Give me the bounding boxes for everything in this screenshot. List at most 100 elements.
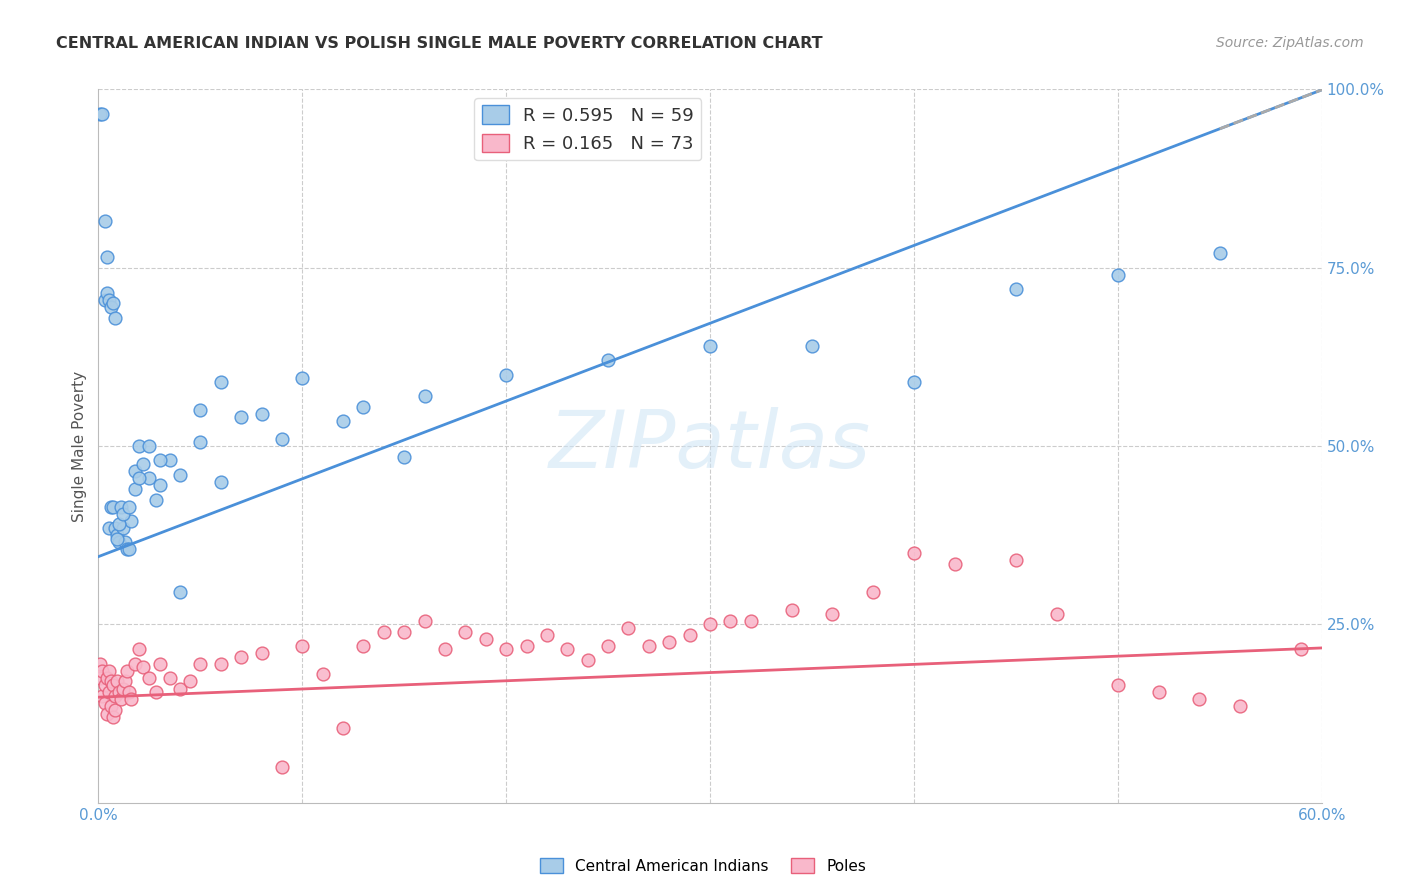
Point	[118, 500, 141, 514]
Point	[291, 371, 314, 385]
Point	[312, 667, 335, 681]
Point	[138, 471, 160, 485]
Point	[658, 635, 681, 649]
Point	[128, 471, 150, 485]
Point	[1209, 246, 1232, 260]
Point	[516, 639, 538, 653]
Point	[124, 657, 146, 671]
Point	[118, 542, 141, 557]
Point	[159, 671, 181, 685]
Point	[89, 657, 111, 671]
Point	[1107, 268, 1129, 282]
Point	[679, 628, 702, 642]
Point	[108, 517, 131, 532]
Point	[862, 585, 884, 599]
Point	[104, 703, 127, 717]
Y-axis label: Single Male Poverty: Single Male Poverty	[72, 370, 87, 522]
Point	[149, 478, 172, 492]
Point	[373, 624, 395, 639]
Point	[598, 639, 620, 653]
Point	[104, 689, 127, 703]
Point	[124, 464, 146, 478]
Point	[91, 664, 114, 678]
Point	[209, 375, 232, 389]
Point	[474, 632, 498, 646]
Point	[392, 450, 416, 464]
Point	[557, 642, 579, 657]
Point	[169, 585, 191, 599]
Point	[943, 557, 966, 571]
Point	[598, 353, 620, 368]
Point	[111, 507, 134, 521]
Point	[100, 300, 122, 314]
Point	[179, 674, 201, 689]
Point	[128, 439, 150, 453]
Point	[114, 674, 136, 689]
Point	[101, 296, 124, 310]
Point	[1004, 282, 1026, 296]
Point	[495, 642, 517, 657]
Point	[100, 674, 122, 689]
Point	[110, 500, 132, 514]
Point	[93, 214, 115, 228]
Point	[96, 671, 118, 685]
Point	[100, 699, 122, 714]
Point	[101, 678, 124, 692]
Point	[132, 660, 155, 674]
Point	[392, 624, 416, 639]
Point	[120, 514, 142, 528]
Point	[270, 432, 294, 446]
Point	[617, 621, 640, 635]
Point	[108, 535, 131, 549]
Point	[96, 250, 118, 264]
Point	[101, 500, 124, 514]
Point	[821, 607, 844, 621]
Point	[108, 685, 131, 699]
Point	[903, 546, 925, 560]
Point	[638, 639, 661, 653]
Point	[97, 521, 120, 535]
Point	[149, 453, 172, 467]
Point	[1291, 642, 1313, 657]
Legend: R = 0.595   N = 59, R = 0.165   N = 73: R = 0.595 N = 59, R = 0.165 N = 73	[474, 98, 702, 161]
Point	[100, 500, 122, 514]
Point	[159, 453, 181, 467]
Point	[250, 646, 273, 660]
Point	[105, 674, 128, 689]
Point	[291, 639, 314, 653]
Point	[413, 389, 436, 403]
Point	[495, 368, 517, 382]
Point	[250, 407, 273, 421]
Text: ZIPatlas: ZIPatlas	[548, 407, 872, 485]
Point	[128, 642, 150, 657]
Point	[270, 760, 294, 774]
Point	[780, 603, 803, 617]
Point	[120, 692, 142, 706]
Point	[145, 492, 167, 507]
Point	[111, 681, 134, 696]
Point	[97, 685, 120, 699]
Point	[231, 649, 253, 664]
Point	[434, 642, 457, 657]
Point	[115, 542, 138, 557]
Point	[114, 535, 136, 549]
Point	[699, 617, 721, 632]
Point	[91, 107, 114, 121]
Point	[105, 532, 128, 546]
Point	[188, 403, 212, 417]
Point	[118, 685, 141, 699]
Point	[188, 435, 212, 450]
Point	[576, 653, 599, 667]
Point	[89, 107, 111, 121]
Point	[101, 710, 124, 724]
Point	[699, 339, 721, 353]
Point	[132, 457, 155, 471]
Point	[1229, 699, 1251, 714]
Point	[96, 706, 118, 721]
Point	[145, 685, 167, 699]
Point	[332, 414, 354, 428]
Point	[138, 671, 160, 685]
Point	[97, 664, 120, 678]
Point	[413, 614, 436, 628]
Point	[124, 482, 146, 496]
